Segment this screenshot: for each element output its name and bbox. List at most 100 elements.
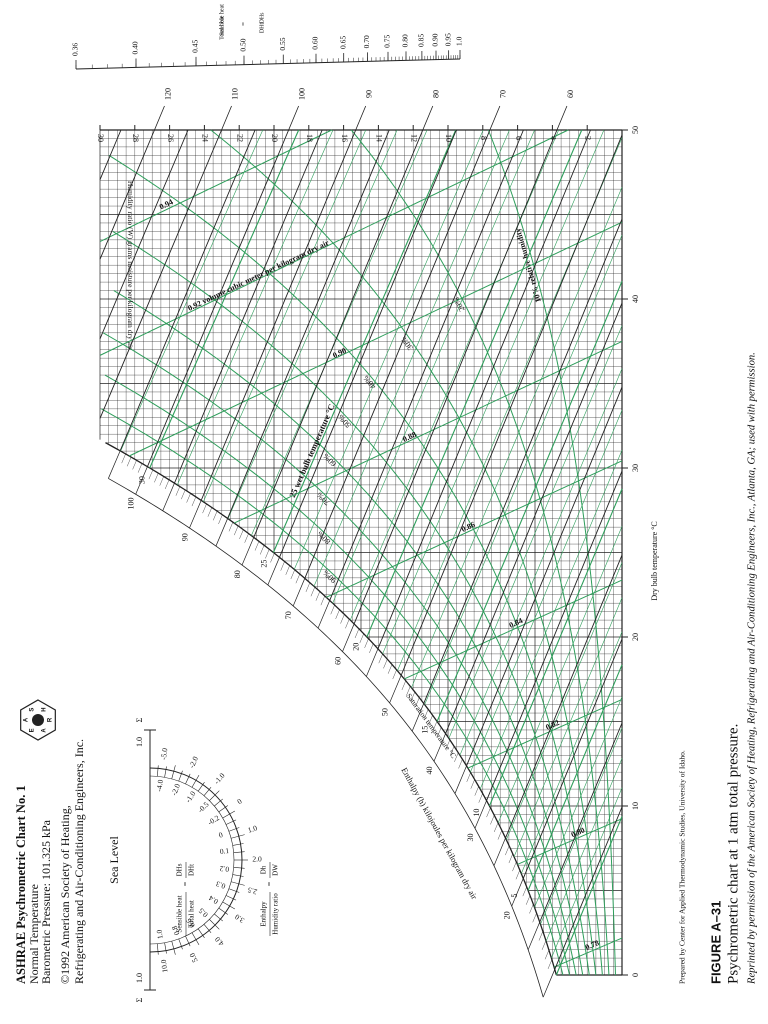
enthalpy-hatch (290, 569, 295, 580)
shr-tick-label: 0.85 (417, 34, 426, 47)
wet-bulb-line (436, 281, 623, 722)
enthalpy-line (304, 129, 491, 579)
enthalpy-hatch (474, 800, 487, 829)
shr-scale-line (75, 58, 461, 70)
humidity-tick-label: 22 (235, 134, 244, 142)
enthalpy-hatch (505, 845, 510, 856)
enthalpy-hatch (244, 533, 249, 543)
enthalpy-hatch (538, 931, 544, 941)
protractor-tick (214, 798, 223, 807)
enthalpy-hatch (542, 969, 556, 998)
wet-bulb-line (555, 816, 623, 976)
enthalpy-hatch (411, 703, 425, 732)
logo-letter: H (42, 707, 48, 711)
volume-line (99, 129, 569, 356)
enthalpy-hatch (522, 886, 527, 897)
enthalpy-line (505, 554, 623, 839)
protractor-tick (209, 919, 220, 930)
enthalpy-line (253, 129, 424, 538)
wet-bulb-line (349, 129, 559, 621)
shr-tick-label: 0.90 (431, 33, 440, 46)
enthalpy-hatch (354, 628, 360, 639)
caption-title: Psychrometric chart at 1 atm total press… (725, 724, 741, 984)
wet-bulb-line (506, 562, 623, 840)
protractor-label: -5.0 (159, 747, 170, 760)
enthalpy-hatch (345, 619, 350, 629)
protractor-label: 10.0 (159, 959, 170, 973)
enthalpy-line (200, 129, 357, 501)
formula-den: DHt (188, 864, 196, 876)
enthalpy-tick-label: 40 (425, 766, 434, 774)
shr-equals: = (240, 22, 248, 26)
enthalpy-right-tick (355, 105, 367, 131)
protractor-tick (228, 888, 240, 893)
enthalpy-right-label: 120 (163, 88, 172, 100)
wet-bulb-line (149, 129, 300, 469)
enthalpy-hatch (126, 456, 132, 467)
humidity-tick-label: 8 (479, 136, 488, 140)
enthalpy-hatch (260, 545, 265, 555)
enthalpy-hatch (378, 653, 383, 664)
protractor-tick (197, 782, 205, 792)
enthalpy-line (445, 302, 623, 734)
protractor-tick (233, 867, 245, 869)
elevation: Sea Level (107, 836, 121, 884)
enthalpy-hatch (525, 895, 531, 905)
enthalpy-line (99, 129, 189, 339)
dry-bulb-title: Dry bulb temperature °C (650, 521, 659, 600)
shr-dht: DHt (259, 23, 265, 34)
enthalpy-hatch (186, 493, 191, 503)
protractor-axis-label: 1.0 (135, 973, 144, 983)
enthalpy-hatch (202, 503, 207, 514)
enthalpy-hatch (415, 697, 420, 707)
enthalpy-hatch (366, 648, 379, 677)
volume-line (553, 937, 623, 968)
protractor-label: 5.0 (187, 951, 199, 963)
shr-tick-label: 0.36 (71, 43, 80, 56)
enthalpy-hatch (389, 675, 402, 704)
logo-letter: A (24, 717, 30, 722)
wet-bulb-line (448, 325, 623, 739)
enthalpy-hatch (527, 921, 541, 950)
enthalpy-right-tick (489, 105, 501, 131)
protractor-tick (164, 766, 167, 778)
protractor-tick (157, 943, 159, 955)
dry-bulb-tick-label: 10 (631, 802, 640, 810)
humidity-tick-label: 10 (444, 134, 453, 142)
wet-bulb-line (488, 488, 623, 807)
protractor-tick (191, 932, 200, 946)
enthalpy-line (522, 638, 623, 879)
enthalpy-line (539, 722, 623, 923)
enthalpy-line (329, 129, 524, 601)
dry-bulb-tick-label: 50 (631, 126, 640, 134)
enthalpy-tick-label: 60 (333, 657, 342, 665)
title-line: ©1992 American Society of Heating, (58, 805, 72, 984)
protractor-label: 2.0 (252, 855, 262, 864)
wet-bulb-line (313, 129, 510, 587)
wet-bulb-line (551, 787, 623, 959)
volume-line (326, 460, 623, 598)
wet-bulb-line (366, 129, 583, 638)
enthalpy-right-label: 70 (499, 90, 508, 98)
formula-equals: = (181, 881, 190, 886)
protractor-tick (164, 942, 167, 954)
enthalpy-line (99, 129, 122, 180)
shr-num: Sensible heat (219, 4, 225, 36)
protractor-axis-label: 1.0 (135, 737, 144, 747)
enthalpy-hatch (305, 582, 311, 592)
protractor-tick (203, 924, 212, 933)
protractor-tick (231, 881, 245, 886)
protractor-label: 0 (236, 796, 244, 806)
shr-tick-label: 1.0 (455, 36, 464, 46)
logo-hexagon (20, 699, 56, 741)
shr-den: Total heat (219, 16, 225, 40)
dry-bulb-tick-label: 20 (631, 633, 640, 641)
protractor-label: -2.0 (169, 782, 182, 797)
enthalpy-hatch (330, 604, 335, 615)
protractor-tick (232, 874, 244, 877)
volume-line (233, 341, 623, 524)
wet-bulb-line (470, 410, 623, 773)
wet-bulb-line (513, 597, 623, 857)
shr-tick-label: 0.65 (338, 36, 347, 49)
